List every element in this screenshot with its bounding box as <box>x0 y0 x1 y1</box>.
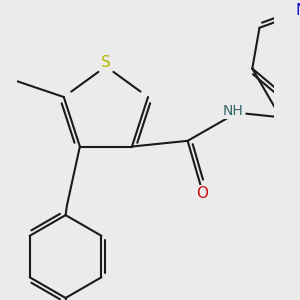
Text: NH: NH <box>222 104 243 118</box>
Text: O: O <box>196 186 208 201</box>
Text: N: N <box>296 3 300 18</box>
Text: S: S <box>101 56 111 70</box>
